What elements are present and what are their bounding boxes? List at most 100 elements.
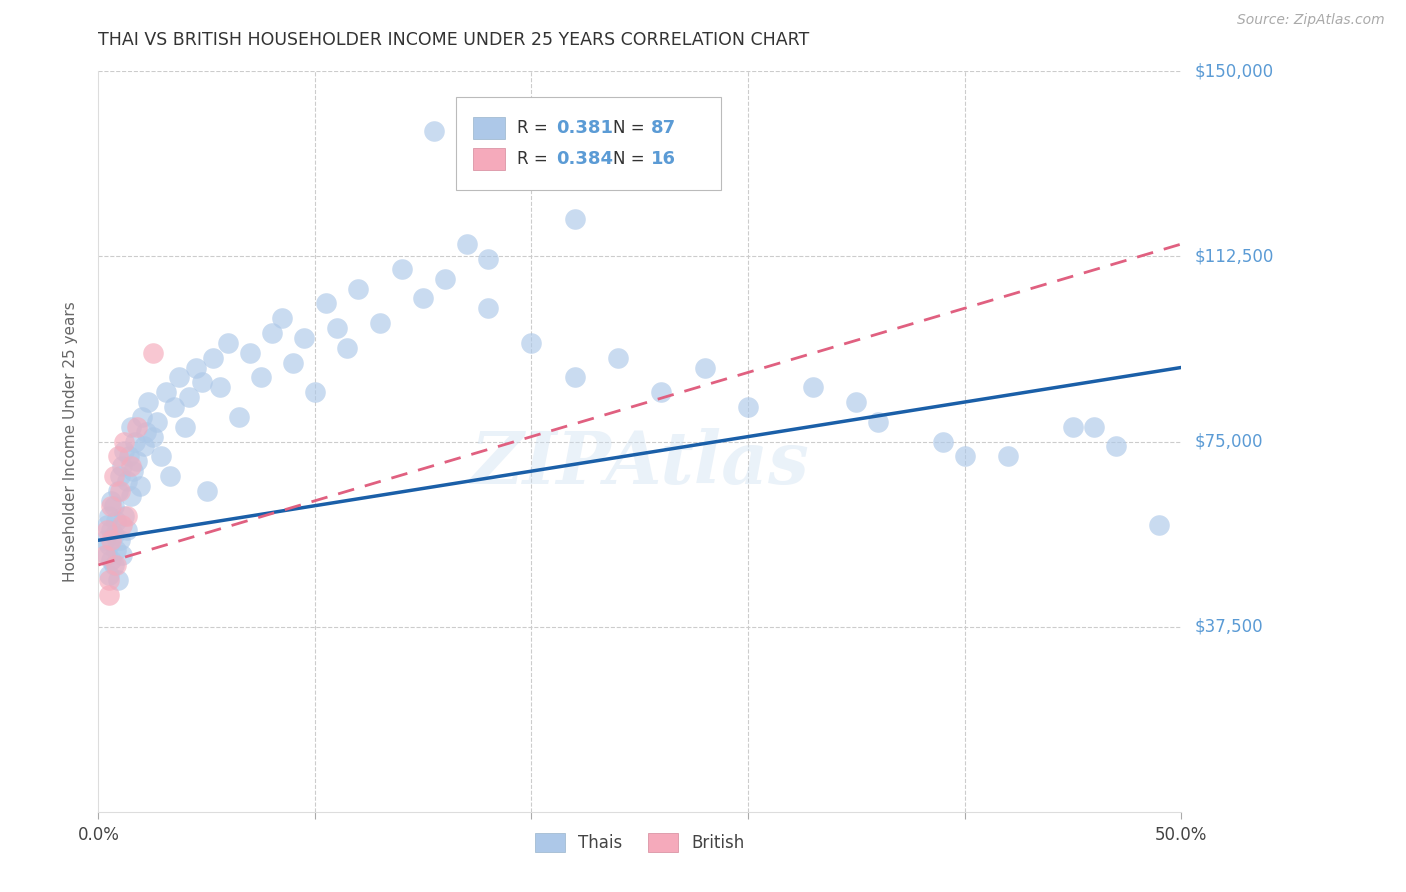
Point [100,499,122,513]
Point [167,370,190,384]
Point [94,533,117,548]
Point [96,518,118,533]
Point [104,558,127,572]
Point [456,237,478,252]
Point [103,469,125,483]
Point [120,419,142,434]
Point [866,415,889,429]
Point [1149,518,1171,533]
Point [108,469,131,483]
Point [132,440,155,454]
Point [146,415,169,429]
Point [163,400,186,414]
Point [932,434,955,449]
Point [98,573,121,587]
Text: R =: R = [517,119,554,136]
Y-axis label: Householder Income Under 25 years: Householder Income Under 25 years [63,301,77,582]
Point [104,543,127,558]
Point [433,271,456,285]
Point [845,395,868,409]
Point [120,489,142,503]
Point [98,567,121,582]
Point [107,450,129,464]
Point [108,533,131,548]
Point [103,528,125,542]
Point [100,553,122,567]
Point [112,444,135,458]
Point [124,434,146,449]
Point [650,385,672,400]
Point [607,351,630,365]
Point [217,335,239,350]
Point [271,311,294,326]
Point [122,464,145,478]
Point [260,326,283,340]
Point [564,370,586,384]
FancyBboxPatch shape [472,147,506,169]
Point [118,450,141,464]
Point [100,493,122,508]
Point [283,355,305,369]
Point [520,335,543,350]
Point [107,483,129,498]
Point [141,345,165,359]
Point [94,548,117,562]
Point [801,380,824,394]
Point [115,524,138,538]
Point [103,499,125,513]
Text: 0.384: 0.384 [557,150,613,168]
Point [423,123,446,137]
Point [127,419,149,434]
Point [108,483,131,498]
Point [98,538,121,552]
Point [115,508,138,523]
Point [997,450,1019,464]
Point [136,395,159,409]
Point [115,474,138,488]
Text: $112,500: $112,500 [1195,247,1274,266]
Point [100,524,122,538]
Point [103,558,125,572]
Point [208,380,231,394]
Point [368,316,391,330]
Point [159,469,181,483]
Point [131,409,153,424]
Point [96,548,118,562]
Text: R =: R = [517,150,554,168]
Point [564,212,586,227]
Point [98,508,121,523]
Point [1083,419,1105,434]
Text: 0.381: 0.381 [557,119,613,136]
Point [191,376,214,390]
Point [304,385,326,400]
Point [174,419,197,434]
Point [239,345,262,359]
Point [412,292,434,306]
Point [336,341,359,355]
Point [100,533,122,548]
Point [347,281,370,295]
Point [195,483,218,498]
Point [112,508,135,523]
Point [98,588,121,602]
Point [179,390,201,404]
Point [953,450,976,464]
Text: ZIPAtlas: ZIPAtlas [471,428,808,500]
FancyBboxPatch shape [472,117,506,139]
Point [150,450,173,464]
Text: N =: N = [613,150,650,168]
Text: $150,000: $150,000 [1195,62,1274,80]
Point [1105,440,1128,454]
Point [96,524,118,538]
Point [141,429,165,443]
FancyBboxPatch shape [456,97,721,190]
Text: N =: N = [613,119,650,136]
Text: Source: ZipAtlas.com: Source: ZipAtlas.com [1237,13,1385,28]
Point [111,548,134,562]
Text: $37,500: $37,500 [1195,617,1264,636]
Text: THAI VS BRITISH HOUSEHOLDER INCOME UNDER 25 YEARS CORRELATION CHART: THAI VS BRITISH HOUSEHOLDER INCOME UNDER… [98,31,810,49]
Text: $75,000: $75,000 [1195,433,1264,450]
Point [250,370,273,384]
Point [104,514,127,528]
Point [135,425,157,439]
